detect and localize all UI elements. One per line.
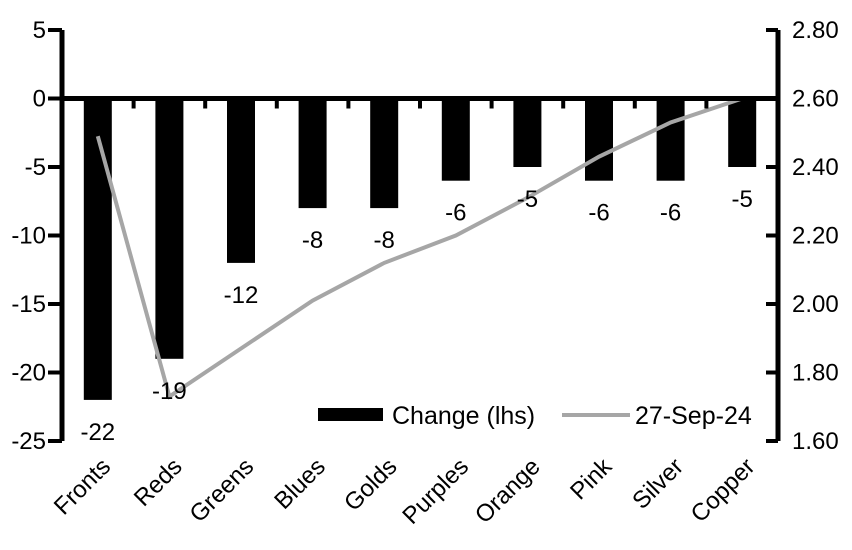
left-axis-tick-label: -25 <box>11 428 46 455</box>
right-axis-tick-label: 1.80 <box>792 360 839 387</box>
bar-blues <box>298 98 327 209</box>
legend-bar-label: Change (lhs) <box>392 402 535 430</box>
bar-value-label: -5 <box>732 186 753 213</box>
category-label-copper: Copper <box>686 453 761 528</box>
bar-orange <box>513 98 542 167</box>
bar-value-label: -6 <box>445 200 466 227</box>
bar-value-label: -12 <box>224 282 259 309</box>
category-label-blues: Blues <box>269 453 331 515</box>
bar-value-label: -6 <box>588 200 609 227</box>
category-label-purples: Purples <box>397 453 474 530</box>
right-axis-tick-label: 1.60 <box>792 428 839 455</box>
bar-reds <box>155 98 184 359</box>
category-label-greens: Greens <box>184 453 259 528</box>
category-label-reds: Reds <box>129 453 188 512</box>
bar-value-label: -19 <box>152 378 187 405</box>
left-axis-tick-label: -5 <box>25 154 46 181</box>
legend-bar-swatch <box>318 408 383 421</box>
category-label-pink: Pink <box>565 452 618 505</box>
series-line <box>95 96 743 400</box>
left-axis-tick-label: 5 <box>33 17 46 44</box>
right-axis-tick-label: 2.20 <box>792 223 839 250</box>
left-axis-tick-label: -15 <box>11 291 46 318</box>
bar-value-label: -22 <box>80 419 115 446</box>
bar-value-label: -5 <box>517 186 538 213</box>
left-axis-tick-label: 0 <box>33 86 46 113</box>
bar-value-label: -8 <box>302 227 323 254</box>
bar-copper <box>728 98 757 167</box>
right-axis-tick-label: 2.60 <box>792 86 839 113</box>
category-label-fronts: Fronts <box>49 453 116 520</box>
right-axis-tick-label: 2.00 <box>792 291 839 318</box>
category-label-silver: Silver <box>627 453 689 515</box>
left-axis-tick-label: -20 <box>11 360 46 387</box>
legend: Change (lhs) 27-Sep-24 <box>318 402 752 430</box>
right-axis-tick-label: 2.40 <box>792 154 839 181</box>
bar-silver <box>656 98 685 181</box>
right-axis-tick-label: 2.80 <box>792 17 839 44</box>
legend-line-label: 27-Sep-24 <box>635 402 752 430</box>
bar-golds <box>370 98 399 209</box>
bar-fronts <box>83 98 112 400</box>
bar-pink <box>585 98 613 181</box>
bar-value-label: -8 <box>374 227 395 254</box>
bar-value-label: -6 <box>660 200 681 227</box>
left-axis-tick-label: -10 <box>11 223 46 250</box>
category-label-golds: Golds <box>339 453 402 516</box>
bar-purples <box>441 98 470 181</box>
bar-greens <box>227 98 255 263</box>
category-label-orange: Orange <box>470 453 546 529</box>
